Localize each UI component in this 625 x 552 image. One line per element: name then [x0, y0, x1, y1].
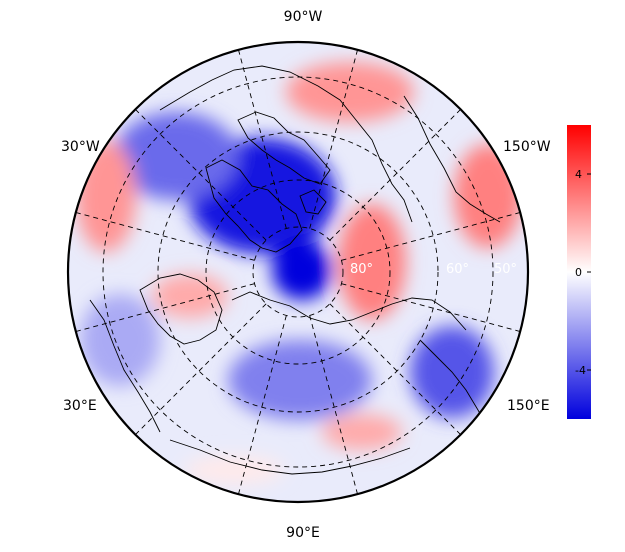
anomaly-blob-central-asia — [322, 414, 402, 450]
meridian-line — [238, 49, 287, 229]
anomaly-blob-pole — [272, 240, 332, 300]
meridian-line — [238, 315, 287, 495]
meridian-line — [135, 109, 267, 241]
latitude-circle — [205, 179, 391, 365]
map-disc — [68, 42, 528, 502]
colorbar-ticks: 4 0 -4 — [575, 168, 591, 377]
latitude-circle — [252, 226, 344, 318]
map-border — [66, 40, 530, 504]
lon-label-30w: 30°W — [61, 139, 100, 155]
latitude-label-60: 60° — [446, 262, 469, 277]
anomaly-blob-scandinavia-barents — [152, 274, 228, 318]
anomaly-blob-pacific-northwest — [454, 144, 522, 248]
meridian-line — [341, 212, 521, 261]
anomaly-field — [76, 62, 522, 484]
colorbar: 4 0 -4 — [567, 125, 591, 419]
colorbar-tick-label: 0 — [575, 266, 582, 279]
canadian-archipelago-coast — [237, 111, 331, 215]
lon-label-150e: 150°E — [507, 398, 550, 414]
meridian-line — [309, 49, 358, 229]
colorbar-tick-label: 4 — [575, 168, 582, 181]
europe-coast — [89, 299, 161, 433]
anomaly-blob-north-atlantic — [76, 140, 136, 252]
meridian-line — [135, 303, 267, 435]
meridian-line — [75, 283, 255, 332]
anomaly-blob-alaska-bering — [286, 62, 414, 122]
meridian-line — [309, 315, 358, 495]
latitude-circle — [102, 76, 494, 468]
coastlines — [89, 65, 501, 475]
latitude-label-80: 80° — [350, 262, 373, 277]
latitude-circle — [157, 131, 439, 413]
siberia-coast — [231, 291, 467, 331]
meridian-line — [75, 212, 255, 261]
meridian-line — [341, 283, 521, 332]
meridian-line — [329, 109, 461, 241]
lon-label-90e: 90°E — [286, 525, 320, 541]
latitude-label-50: 50° — [494, 262, 517, 277]
colorbar-tick-label: -4 — [575, 364, 586, 377]
lon-label-90w: 90°W — [284, 9, 323, 25]
meridian-lines — [75, 49, 521, 495]
asia-south-coast — [169, 439, 411, 475]
north-america-coast — [159, 65, 413, 223]
greenland-coast — [205, 159, 303, 253]
lon-label-150w: 150°W — [503, 139, 551, 155]
latitude-circles — [102, 76, 494, 468]
scandinavia-coast — [139, 273, 223, 345]
anomaly-blob-chukchi-beaufort — [338, 204, 406, 320]
anomaly-blob-siberia — [228, 340, 372, 420]
lon-label-30e: 30°E — [63, 398, 97, 414]
anomaly-blob-europe — [80, 294, 160, 386]
anomaly-blob-eastern-canada — [114, 112, 238, 200]
meridian-line — [329, 303, 461, 435]
